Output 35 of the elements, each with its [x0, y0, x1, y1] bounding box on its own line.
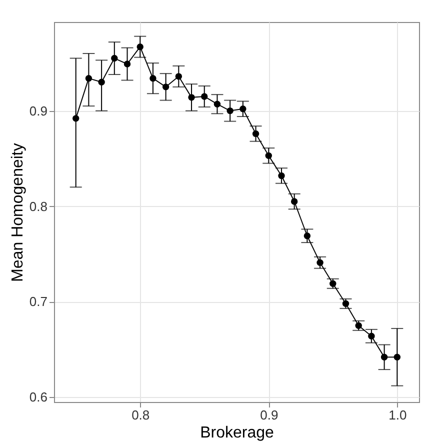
- x-tick-label: 0.9: [260, 408, 278, 422]
- point: [380, 354, 388, 360]
- point: [111, 54, 118, 62]
- point: [265, 152, 272, 160]
- point: [136, 43, 144, 50]
- point: [72, 115, 80, 122]
- point: [124, 60, 131, 68]
- x-tick-label: 0.8: [132, 408, 150, 422]
- y-tick-label: 0.9: [29, 103, 48, 118]
- point: [290, 198, 298, 205]
- point: [240, 106, 246, 112]
- point: [304, 232, 311, 240]
- x-tick-label: 1.0: [388, 408, 407, 422]
- y-tick-label: 0.6: [29, 390, 48, 405]
- point: [368, 332, 375, 340]
- point: [162, 84, 170, 90]
- point: [175, 73, 182, 80]
- point: [85, 74, 92, 82]
- point: [278, 172, 285, 180]
- point: [394, 354, 401, 360]
- y-axis-title: Mean Homogeneity: [9, 143, 26, 282]
- point: [188, 94, 195, 101]
- y-tick-label: 0.8: [29, 198, 48, 214]
- point: [201, 93, 208, 100]
- point: [150, 74, 156, 82]
- point: [226, 107, 234, 114]
- y-tick-label: 0.7: [29, 294, 48, 310]
- point: [252, 130, 260, 138]
- point: [214, 100, 221, 108]
- point: [330, 280, 336, 287]
- point: [316, 259, 324, 266]
- point: [98, 78, 105, 86]
- x-axis-title: Brokerage: [200, 424, 274, 442]
- point: [355, 322, 362, 329]
- point: [342, 300, 350, 308]
